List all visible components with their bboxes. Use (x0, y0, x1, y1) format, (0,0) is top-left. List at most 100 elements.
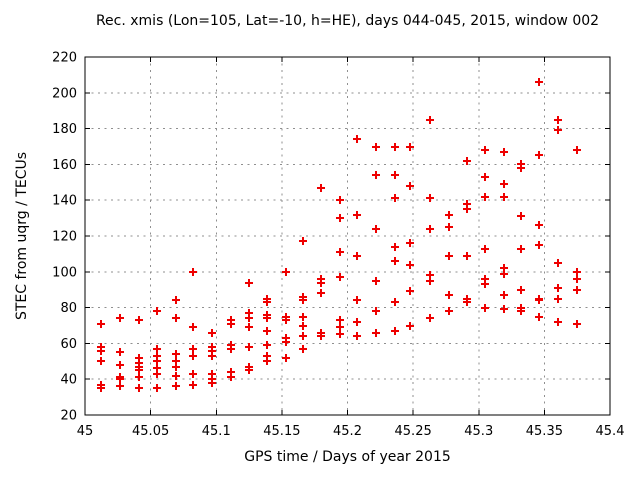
data-point (445, 252, 453, 260)
data-point (573, 146, 581, 154)
data-point (263, 357, 271, 365)
data-point (189, 345, 197, 353)
data-point (189, 370, 197, 378)
x-tick-label: 45.25 (395, 424, 432, 439)
data-point (391, 194, 399, 202)
data-point (426, 225, 434, 233)
data-point (208, 352, 216, 360)
data-point (353, 211, 361, 219)
data-point (353, 135, 361, 143)
data-point (372, 329, 380, 337)
data-point (353, 318, 361, 326)
data-point (517, 286, 525, 294)
data-point (299, 296, 307, 304)
data-point (153, 307, 161, 315)
y-tick-label: 140 (52, 194, 77, 209)
y-tick-label: 160 (52, 158, 77, 173)
data-point (97, 347, 105, 355)
x-tick-label: 45 (77, 424, 94, 439)
data-point (189, 381, 197, 389)
data-point (153, 345, 161, 353)
x-tick-label: 45.4 (596, 424, 625, 439)
data-point (353, 296, 361, 304)
y-tick-label: 120 (52, 230, 77, 245)
data-point (189, 268, 197, 276)
data-point (372, 143, 380, 151)
x-tick-label: 45.05 (132, 424, 169, 439)
data-point (282, 338, 290, 346)
data-point (554, 126, 562, 134)
chart-title: Rec. xmis (Lon=105, Lat=-10, h=HE), days… (95, 13, 600, 29)
y-tick-label: 200 (52, 86, 77, 101)
data-point (426, 314, 434, 322)
data-point (135, 366, 143, 374)
x-tick-label: 45.15 (263, 424, 300, 439)
data-point (517, 245, 525, 253)
data-point (372, 277, 380, 285)
x-tick-label: 45.3 (464, 424, 493, 439)
data-point (282, 268, 290, 276)
data-point (535, 221, 543, 229)
data-point (535, 151, 543, 159)
data-point (227, 345, 235, 353)
data-point (554, 284, 562, 292)
y-tick-label: 20 (60, 409, 77, 424)
data-point (353, 332, 361, 340)
data-point (116, 361, 124, 369)
data-point (135, 316, 143, 324)
data-point (97, 357, 105, 365)
data-point (172, 296, 180, 304)
data-point (481, 146, 489, 154)
data-point (500, 180, 508, 188)
data-point (135, 373, 143, 381)
data-point (263, 298, 271, 306)
data-point (336, 248, 344, 256)
y-tick-label: 180 (52, 122, 77, 137)
data-point (172, 363, 180, 371)
data-point (391, 327, 399, 335)
data-point (517, 164, 525, 172)
data-point (535, 78, 543, 86)
data-point (500, 291, 508, 299)
data-point (208, 379, 216, 387)
data-point (535, 241, 543, 249)
data-point (554, 116, 562, 124)
data-point (189, 323, 197, 331)
data-point (116, 314, 124, 322)
data-point (406, 287, 414, 295)
data-point (406, 182, 414, 190)
data-point (406, 322, 414, 330)
data-point (463, 298, 471, 306)
data-point (406, 143, 414, 151)
data-point (517, 212, 525, 220)
data-point (227, 320, 235, 328)
data-point (500, 148, 508, 156)
data-point (116, 382, 124, 390)
data-point (573, 286, 581, 294)
data-point (317, 332, 325, 340)
y-tick-label: 80 (60, 301, 77, 316)
data-point (263, 327, 271, 335)
data-point (463, 252, 471, 260)
data-point (426, 277, 434, 285)
data-point (282, 354, 290, 362)
data-point (573, 320, 581, 328)
y-tick-label: 100 (52, 265, 77, 280)
data-point (208, 329, 216, 337)
data-point (336, 273, 344, 281)
data-point (263, 341, 271, 349)
data-point (481, 280, 489, 288)
data-point (573, 268, 581, 276)
data-point (426, 116, 434, 124)
data-point (172, 350, 180, 358)
data-point (406, 261, 414, 269)
data-point (463, 205, 471, 213)
data-point (500, 193, 508, 201)
data-point (172, 314, 180, 322)
data-point (263, 314, 271, 322)
data-point (299, 345, 307, 353)
data-point (426, 194, 434, 202)
data-point (97, 320, 105, 328)
data-point (245, 366, 253, 374)
